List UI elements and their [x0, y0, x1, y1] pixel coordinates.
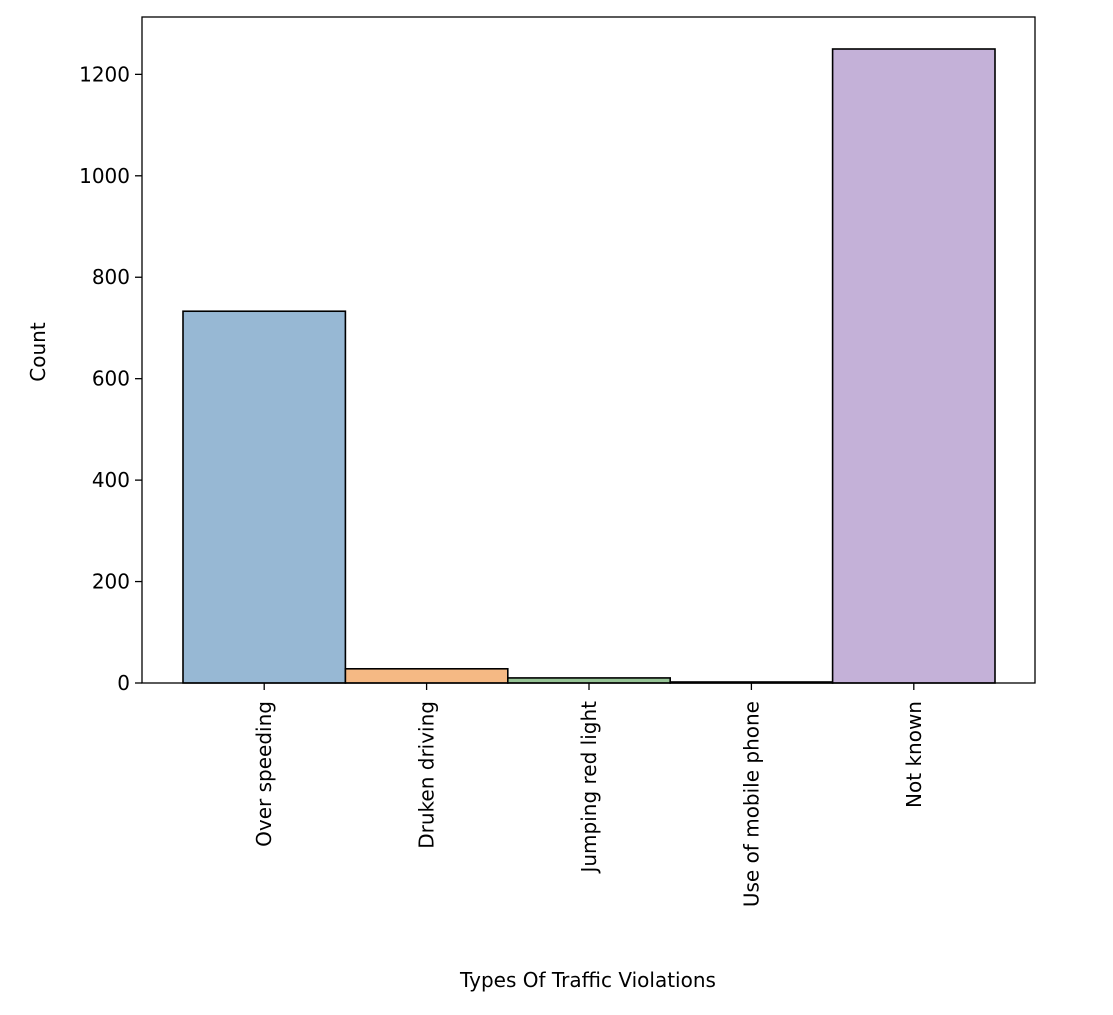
y-tick-label: 400 — [92, 468, 130, 492]
x-tick-label: Jumping red light — [577, 701, 601, 875]
bar-over-speeding — [182, 310, 347, 684]
y-tick-label: 0 — [117, 671, 130, 695]
x-axis: Over speeding Druken driving Jumping red l… — [252, 683, 926, 907]
x-tick-label: Not known — [902, 701, 926, 808]
x-tick-label: Druken driving — [415, 701, 439, 849]
y-tick-label: 1200 — [79, 62, 130, 86]
bars-layer — [182, 48, 996, 684]
y-axis-label: Count — [26, 322, 50, 382]
y-tick-label: 200 — [92, 570, 130, 594]
y-tick-label: 600 — [92, 367, 130, 391]
y-tick-label: 800 — [92, 265, 130, 289]
x-axis-label: Types Of Traffic Violations — [459, 968, 716, 992]
bar-not-known — [831, 48, 996, 684]
x-tick-label: Use of mobile phone — [739, 701, 763, 907]
bar-jumping-red-light — [506, 677, 671, 684]
x-tick-label: Over speeding — [252, 701, 276, 847]
y-axis: 0 200 400 600 800 1000 1200 — [79, 62, 142, 695]
bar-druken-driving — [344, 667, 509, 684]
y-tick-label: 1000 — [79, 164, 130, 188]
